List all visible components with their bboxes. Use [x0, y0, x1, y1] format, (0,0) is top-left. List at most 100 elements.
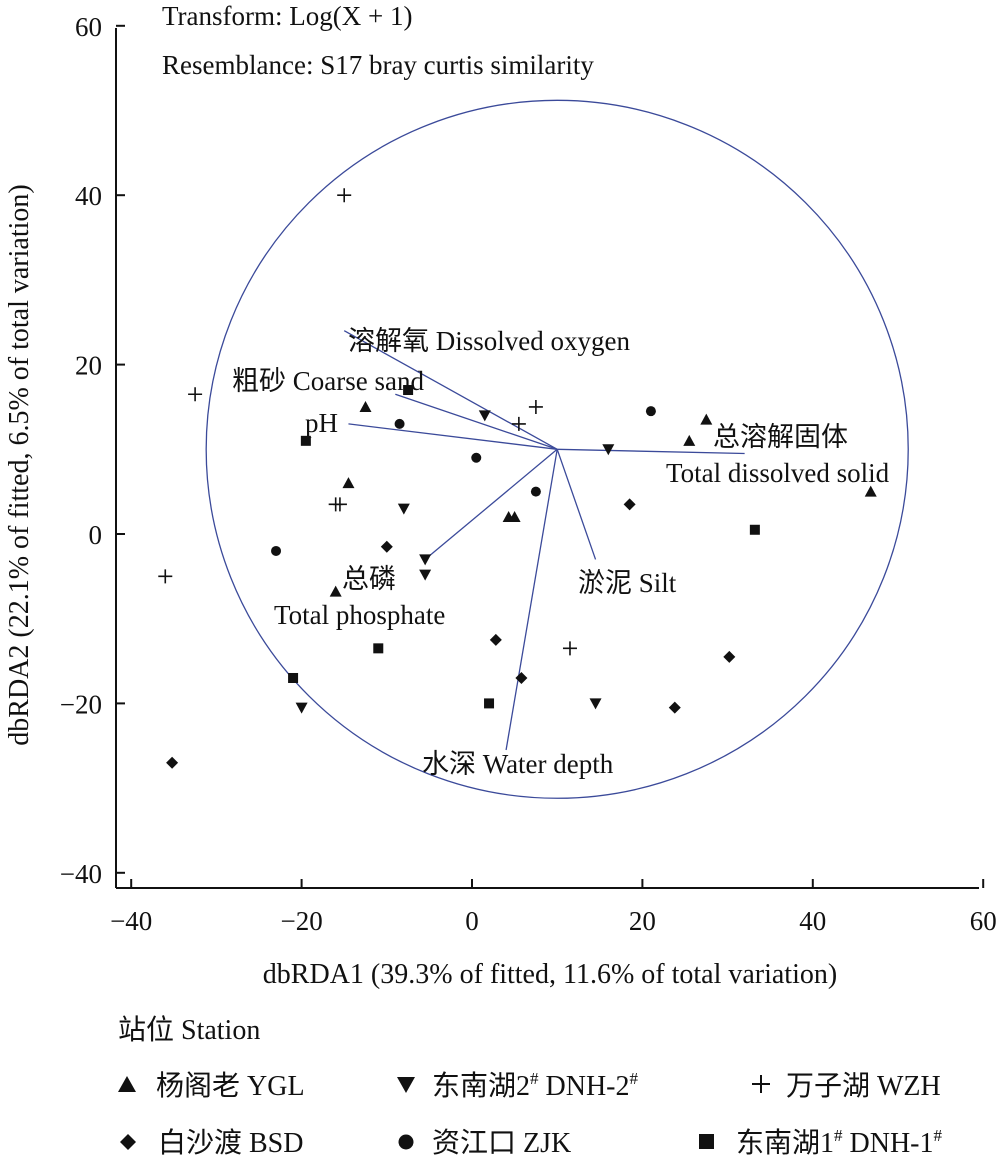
legend-marker-plus — [752, 1075, 770, 1093]
point-bsd-2 — [515, 671, 528, 684]
point-bsd-3 — [623, 498, 636, 511]
point-zjk-0 — [271, 545, 282, 556]
vector-ph-line — [348, 423, 558, 450]
correlation-circle — [205, 99, 909, 799]
legend-label-dnh2-name: 东南湖2 — [432, 1070, 530, 1102]
legend-label-dnh2-code: DNH-2 — [539, 1071, 630, 1102]
transform-annotation: Transform: Log(X + 1) — [162, 1, 412, 31]
point-ygl-4 — [864, 485, 877, 497]
point-bsd-6 — [166, 756, 179, 769]
point-ygl-6 — [508, 511, 521, 523]
vector-water-depth-line — [505, 449, 558, 751]
vector-dissolved-oxygen-label: 溶解氧 Dissolved oxygen — [348, 326, 630, 356]
x-tick-label: −40 — [110, 906, 152, 936]
point-2-dnh-2-3 — [419, 554, 432, 566]
y-tick-label: 60 — [75, 12, 102, 42]
vector-total-phosphate-line — [424, 448, 558, 560]
vector-dissolved-oxygen-line — [343, 330, 558, 450]
x-tick-label: 40 — [799, 906, 826, 936]
point-1-dnh-1-3 — [373, 643, 384, 654]
vector-total-dissolved-solid-label-en: Total dissolved solid — [666, 458, 890, 488]
point-ygl-1 — [342, 477, 355, 489]
vector-total-phosphate-label-en: Total phosphate — [274, 600, 445, 630]
legend-item-bsd: 白沙渡 BSD — [120, 1127, 303, 1159]
point-2-dnh-2-6 — [589, 698, 602, 710]
point-wzh-2 — [528, 399, 543, 414]
x-tick-label: 20 — [629, 906, 656, 936]
vector-silt-label: 淤泥 Silt — [578, 568, 677, 598]
point-zjk-3 — [530, 486, 541, 497]
y-tick-label: −20 — [60, 689, 102, 719]
point-zjk-4 — [645, 406, 656, 417]
point-2-dnh-2-4 — [419, 569, 432, 581]
x-axis-label: dbRDA1 (39.3% of fitted, 11.6% of total … — [263, 959, 837, 990]
legend-label-dnh2-sup2: # — [630, 1069, 639, 1088]
point-bsd-1 — [489, 633, 502, 646]
point-1-dnh-1-5 — [484, 698, 495, 709]
legend-label-dnh2-sup: # — [530, 1069, 539, 1088]
point-wzh-3 — [511, 416, 526, 431]
legend-label-dnh2: 东南湖2# DNH-2# — [432, 1069, 639, 1102]
point-2-dnh-2-1 — [602, 444, 615, 456]
point-ygl-3 — [700, 413, 713, 425]
point-2-dnh-2-0 — [478, 410, 491, 422]
legend-item-dnh1: 东南湖1# DNH-1# — [699, 1126, 943, 1159]
legend-marker-triangle-down — [397, 1077, 415, 1093]
point-bsd-4 — [723, 650, 736, 663]
legend-label-dnh1-code: DNH-1 — [843, 1128, 934, 1159]
legend-label-zjk: 资江口 ZJK — [432, 1127, 571, 1159]
point-ygl-0 — [359, 400, 372, 412]
vector-total-phosphate-label: 总磷 — [342, 564, 396, 594]
point-wzh-0 — [337, 188, 352, 203]
point-wzh-1 — [188, 387, 203, 402]
point-ygl-2 — [683, 434, 696, 446]
point-wzh-5 — [332, 497, 347, 512]
y-tick-label: 40 — [75, 181, 102, 211]
legend-label-ygl: 杨阁老 YGL — [156, 1070, 305, 1102]
point-wzh-7 — [562, 641, 577, 656]
x-tick-label: −20 — [280, 906, 322, 936]
legend-item-ygl: 杨阁老 YGL — [118, 1070, 305, 1102]
point-wzh-6 — [158, 569, 173, 584]
y-tick-label: 20 — [75, 351, 102, 381]
legend: 站位 Station 杨阁老 YGL 东南湖2# DNH-2# 万子湖 WZH … — [118, 1014, 943, 1159]
vector-silt-line — [556, 449, 597, 560]
legend-title: 站位 Station — [118, 1014, 260, 1046]
x-tick-label: 0 — [465, 906, 479, 936]
tick-group: −40 −20 0 20 40 60 −40 −20 0 20 40 60 — [60, 12, 997, 936]
vector-total-dissolved-solid-line — [557, 448, 745, 455]
legend-label-dnh1-sup2: # — [934, 1126, 943, 1145]
legend-item-wzh: 万子湖 WZH — [752, 1071, 941, 1102]
legend-item-dnh2: 东南湖2# DNH-2# — [397, 1069, 639, 1102]
point-zjk-1 — [394, 418, 405, 429]
resemblance-annotation: Resemblance: S17 bray curtis similarity — [162, 50, 594, 80]
point-bsd-5 — [668, 701, 681, 714]
points-group — [158, 188, 877, 769]
point-zjk-2 — [471, 452, 482, 463]
legend-label-dnh1: 东南湖1# DNH-1# — [736, 1126, 943, 1159]
point-1-dnh-1-2 — [749, 524, 760, 535]
point-1-dnh-1-1 — [403, 385, 414, 396]
x-tick-label: 60 — [970, 906, 997, 936]
legend-label-dnh1-name: 东南湖1 — [736, 1127, 834, 1159]
vector-ph-label: pH — [305, 408, 338, 438]
vector-coarse-sand-label: 粗砂 Coarse sand — [232, 366, 424, 396]
point-1-dnh-1-0 — [300, 435, 311, 446]
legend-label-wzh: 万子湖 WZH — [786, 1071, 941, 1102]
legend-item-zjk: 资江口 ZJK — [398, 1127, 571, 1159]
point-2-dnh-2-2 — [397, 503, 410, 515]
ordination-overlay: 溶解氧 Dissolved oxygen 粗砂 Coarse sand pH 总溶解固… — [205, 99, 909, 799]
point-bsd-0 — [380, 540, 393, 553]
point-ygl-7 — [329, 585, 342, 597]
y-tick-label: 0 — [89, 520, 103, 550]
vector-water-depth-label: 水深 Water depth — [422, 749, 614, 779]
legend-marker-square — [699, 1134, 714, 1149]
y-tick-label: −40 — [60, 859, 102, 889]
legend-label-dnh1-sup: # — [834, 1126, 843, 1145]
legend-marker-diamond — [120, 1134, 136, 1150]
vector-coarse-sand-line — [395, 393, 558, 450]
y-axis-label: dbRDA2 (22.1% of fitted, 6.5% of total v… — [4, 184, 35, 745]
point-1-dnh-1-4 — [288, 672, 299, 683]
vector-total-dissolved-solid-label: 总溶解固体 — [713, 422, 848, 452]
